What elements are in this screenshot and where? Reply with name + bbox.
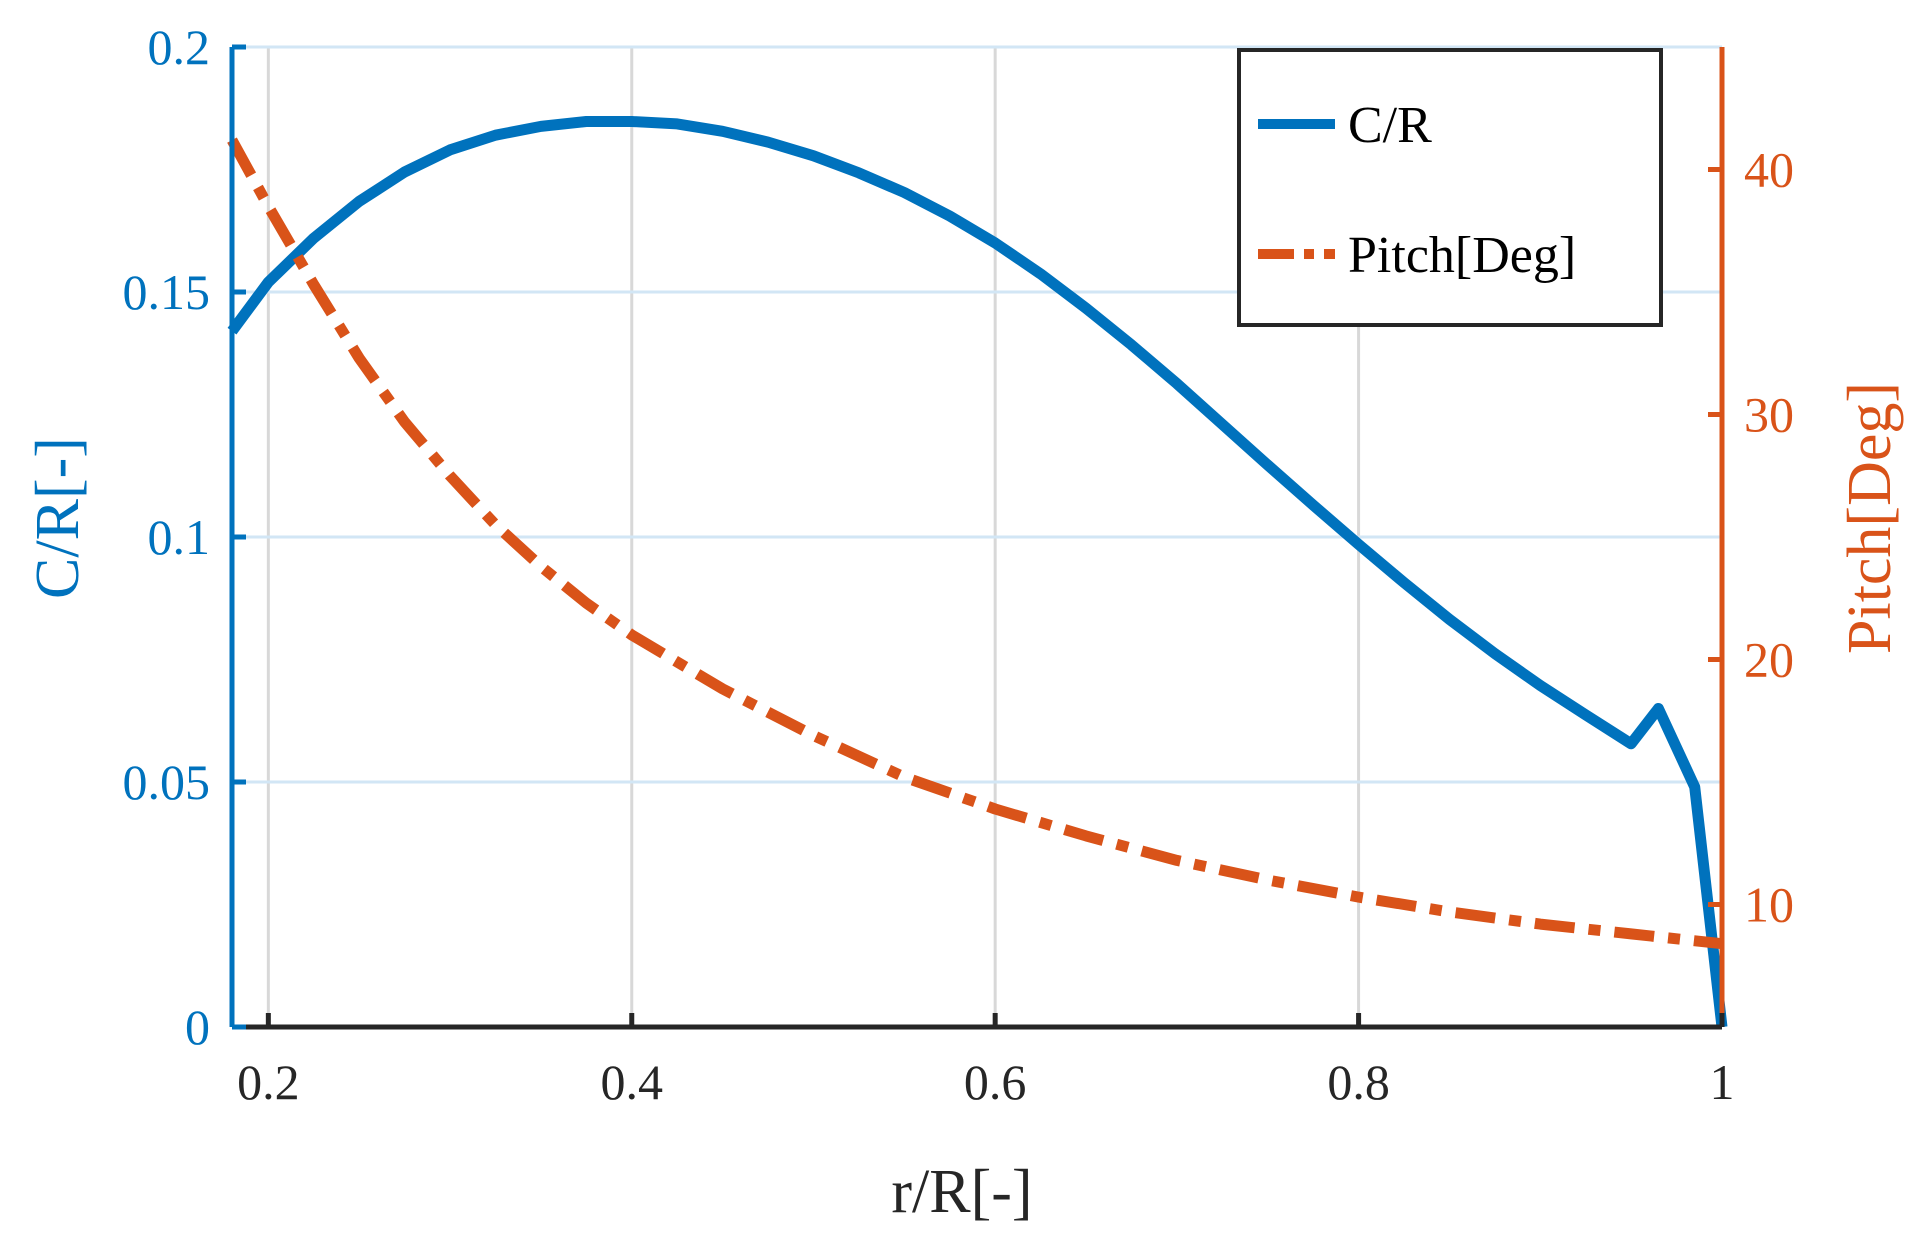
legend-label-pitch: Pitch[Deg] <box>1348 227 1576 284</box>
x-tick-label-3: 0.8 <box>1327 1054 1390 1110</box>
plot-series <box>227 116 1728 1028</box>
left-y-axis-title: C/R[-] <box>24 437 92 599</box>
x-tick-label-0: 0.2 <box>237 1054 300 1110</box>
x-tick-label-2: 0.6 <box>964 1054 1027 1110</box>
axes <box>229 44 1725 1030</box>
x-axis-title: r/R[-] <box>891 1158 1032 1226</box>
legend-box <box>1237 48 1663 327</box>
left-tick-label-3: 0.15 <box>123 264 211 320</box>
left-tick-label-0: 0 <box>185 999 210 1055</box>
left-tick-label-1: 0.05 <box>123 754 211 810</box>
right-tick-label-0: 10 <box>1744 877 1794 933</box>
legend: C/R Pitch[Deg] <box>1237 48 1663 327</box>
right-tick-label-3: 40 <box>1744 142 1794 198</box>
right-y-axis-title: Pitch[Deg] <box>1836 382 1904 654</box>
series-line-pitch <box>227 137 1723 950</box>
right-tick-label-2: 30 <box>1744 387 1794 443</box>
left-tick-label-4: 0.2 <box>148 19 211 75</box>
x-tick-label-1: 0.4 <box>601 1054 664 1110</box>
left-tick-label-2: 0.1 <box>148 509 211 565</box>
x-tick-label-4: 1 <box>1710 1054 1735 1110</box>
series-line-c-r <box>227 116 1728 1028</box>
legend-label-c-r: C/R <box>1348 97 1432 154</box>
right-tick-label-1: 20 <box>1744 632 1794 688</box>
tick-labels: 0 0.05 0.1 0.15 0.2 10 20 30 40 0.2 0.4 0.6 0.8 1 <box>123 19 1795 1110</box>
